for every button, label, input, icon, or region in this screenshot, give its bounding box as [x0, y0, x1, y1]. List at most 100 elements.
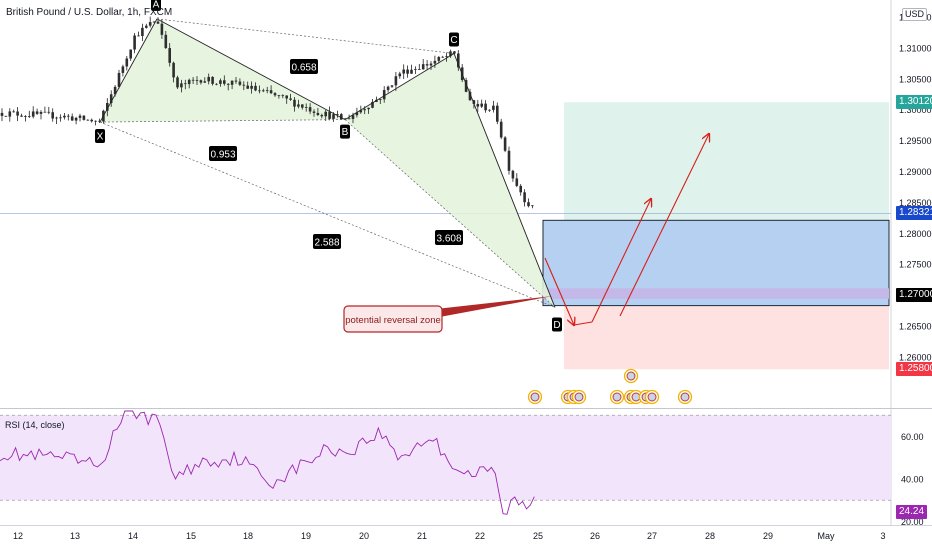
candle-body: [402, 69, 405, 74]
candle-body: [492, 105, 495, 110]
candle-body: [238, 81, 242, 85]
point-label-bg-x: [95, 129, 105, 144]
price-tick-label: 1.29000: [899, 167, 932, 177]
candle-body: [484, 103, 487, 111]
candle-body: [109, 94, 113, 104]
candle-body: [507, 150, 511, 171]
candle-body: [316, 112, 320, 115]
ratio-line-xb: [99, 119, 346, 123]
candle-body: [129, 49, 132, 59]
candle-body: [254, 85, 257, 91]
price-tag-target: 1.30120: [896, 95, 932, 110]
flag-icon: [574, 392, 584, 402]
candle-body: [145, 25, 148, 28]
candle-body: [351, 115, 355, 119]
rsi-line[interactable]: [0, 410, 535, 515]
candle-body: [226, 83, 230, 85]
candle-body: [63, 115, 66, 118]
point-label-a: A: [153, 0, 160, 10]
time-tick-label: 28: [705, 531, 715, 541]
candle-body: [499, 121, 503, 138]
callout-box[interactable]: [343, 305, 443, 333]
candle-body: [191, 79, 195, 81]
candle-body: [472, 100, 476, 104]
time-tick-label: 22: [475, 531, 485, 541]
candle-body: [152, 21, 156, 23]
price-tick-label: 1.30000: [899, 105, 932, 115]
candle-body: [168, 48, 171, 63]
time-tick-label: 19: [301, 531, 311, 541]
candle-body: [312, 111, 316, 113]
time-tick-label: 12: [13, 531, 23, 541]
candle-body: [496, 105, 499, 122]
candle-body: [121, 66, 125, 73]
ratio-label: 2.588: [314, 238, 339, 249]
candle-body: [59, 117, 62, 119]
candle-body: [187, 79, 191, 85]
candle-body: [281, 95, 285, 97]
candle-body: [234, 80, 238, 82]
candle-body: [70, 116, 74, 121]
callout-text: potential reversal zone: [345, 315, 441, 326]
currency-label[interactable]: USD: [902, 8, 928, 21]
candle-body: [527, 202, 530, 207]
candle-body: [308, 107, 312, 112]
candle-body: [156, 21, 160, 24]
candle-body: [410, 69, 413, 74]
time-tick-label: 26: [590, 531, 600, 541]
candle-body: [347, 118, 351, 120]
candle-body: [519, 185, 522, 193]
point-label-c: C: [450, 35, 457, 46]
candle-body: [531, 205, 534, 207]
bcd-triangle[interactable]: [345, 53, 555, 308]
time-tick-label: 27: [647, 531, 657, 541]
pattern-leg-xa[interactable]: [99, 18, 158, 123]
candle-body: [90, 119, 93, 122]
pattern-leg-ab[interactable]: [156, 18, 346, 120]
time-tick-label: 25: [533, 531, 543, 541]
candle-body: [503, 137, 507, 151]
candle-body: [269, 90, 273, 94]
time-tick-label: May: [817, 531, 835, 541]
ratio-label-bg: [209, 146, 237, 161]
candle-body: [176, 77, 179, 88]
time-tick-label: 13: [70, 531, 80, 541]
candle-body: [211, 76, 214, 84]
candle-body: [74, 117, 78, 121]
candle-body: [55, 117, 58, 119]
candle-body: [94, 120, 97, 122]
xab-triangle[interactable]: [100, 18, 345, 123]
candle-body: [148, 22, 152, 26]
candle-body: [172, 62, 175, 78]
candle-body: [324, 111, 327, 117]
rsi-tick-label: 40.00: [901, 475, 924, 485]
price-tick-label: 1.28000: [899, 229, 932, 239]
candle-body: [468, 91, 472, 101]
rsi-indicator-label[interactable]: RSI (14, close): [5, 420, 65, 430]
candle-body: [340, 114, 343, 120]
candle-body: [265, 90, 269, 92]
time-tick-label: 15: [186, 531, 196, 541]
candle-body: [390, 85, 394, 87]
price-tick-label: 1.27500: [899, 260, 932, 270]
candle-body: [511, 170, 515, 179]
price-tag-current: 1.28321: [896, 206, 932, 221]
candle-body: [449, 51, 452, 57]
pattern-leg-bc[interactable]: [344, 53, 455, 120]
candle-body: [180, 83, 183, 88]
candle-body: [125, 58, 129, 67]
pattern-leg-cd[interactable]: [453, 53, 556, 308]
candle-body: [4, 115, 8, 117]
time-tick-label: 20: [359, 531, 369, 541]
candle-body: [371, 101, 374, 108]
price-tick-label: 1.26500: [899, 322, 932, 332]
candle-body: [320, 114, 324, 117]
candle-body: [246, 85, 249, 89]
candle-body: [98, 120, 101, 122]
candle-body: [523, 192, 526, 203]
candle-body: [47, 111, 51, 113]
rsi-band: [0, 415, 891, 501]
ratio-line-xd: [99, 121, 556, 308]
price-tick-label: 1.31000: [899, 43, 932, 53]
